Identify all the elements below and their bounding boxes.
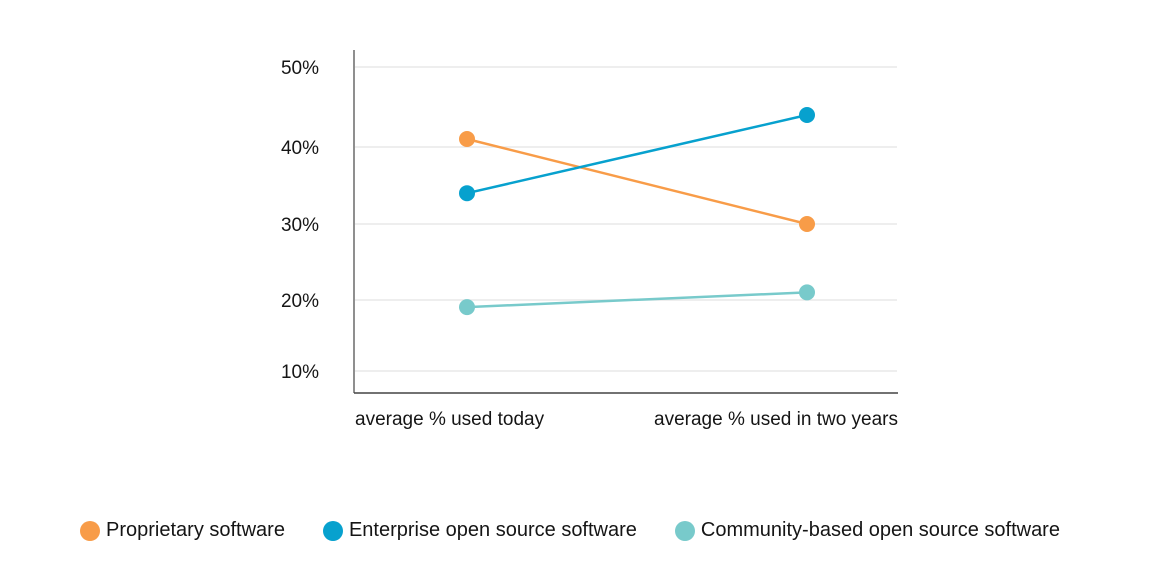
legend-marker-icon bbox=[674, 520, 695, 541]
legend-item: Enterprise open source software bbox=[322, 519, 637, 542]
data-point bbox=[799, 284, 815, 301]
data-point bbox=[459, 299, 475, 316]
legend-label: Enterprise open source software bbox=[348, 519, 637, 541]
data-point bbox=[799, 216, 815, 232]
gridlines bbox=[355, 66, 897, 372]
y-tick-label: 20% bbox=[281, 291, 319, 312]
y-axis-ticks: 50% 40% 30% 20% 10% bbox=[281, 58, 319, 383]
data-point bbox=[459, 185, 475, 202]
series-line bbox=[466, 291, 808, 309]
y-tick-label: 30% bbox=[281, 215, 319, 236]
series-proprietary-software bbox=[459, 131, 815, 232]
y-tick-label: 10% bbox=[281, 362, 319, 383]
series-line bbox=[466, 137, 808, 226]
data-point bbox=[799, 107, 815, 123]
legend-marker-icon bbox=[322, 520, 343, 541]
data-point bbox=[459, 131, 475, 147]
y-tick-label: 40% bbox=[281, 138, 319, 159]
legend-item: Proprietary software bbox=[80, 519, 285, 542]
y-tick-label: 50% bbox=[281, 58, 319, 79]
series-community-based-open-source-software bbox=[459, 284, 815, 316]
series-enterprise-open-source-software bbox=[459, 107, 815, 202]
series-group bbox=[459, 107, 815, 316]
x-axis-categories: average % used today average % used in tw… bbox=[355, 409, 898, 430]
line-chart: 50%40%30%20%10% average % used today aver… bbox=[281, 50, 898, 430]
legend: Proprietary software Enterprise open sour… bbox=[80, 519, 1098, 542]
x-category-label: average % used in two years bbox=[654, 409, 898, 430]
x-category-label: average % used today bbox=[355, 409, 545, 430]
legend-marker-icon bbox=[80, 520, 100, 541]
legend-label: Community-based open source software bbox=[700, 519, 1060, 541]
legend-item: Community-based open source software bbox=[674, 519, 1060, 542]
legend-label: Proprietary software bbox=[106, 519, 285, 541]
series-line bbox=[466, 113, 808, 195]
